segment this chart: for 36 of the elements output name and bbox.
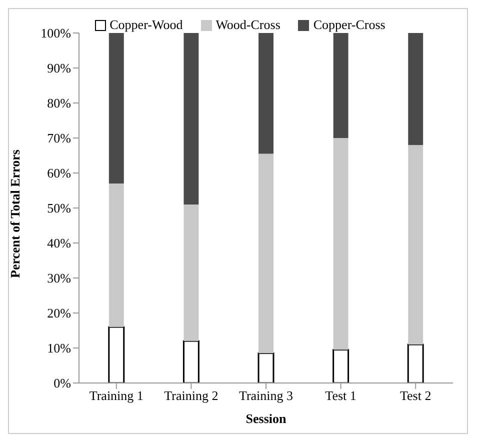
legend-label: Copper-Cross [313, 17, 386, 33]
bar [108, 184, 124, 327]
bar [407, 344, 424, 383]
y-tick-label: 0% [54, 376, 72, 391]
bar [108, 326, 125, 383]
bar [258, 352, 274, 383]
bar [332, 349, 350, 383]
bar [182, 340, 200, 383]
y-tick-label: 20% [47, 306, 72, 321]
y-tick-label: 80% [47, 96, 72, 111]
y-tick-label: 100% [40, 26, 72, 41]
bar [333, 33, 348, 138]
bar [108, 33, 124, 184]
bar [408, 145, 424, 344]
x-tick-label: Training 2 [164, 388, 218, 404]
legend-label: Wood-Cross [216, 17, 280, 33]
bar [258, 154, 274, 354]
x-tick-label: Test 2 [400, 388, 432, 404]
y-tick-label: 40% [47, 236, 72, 251]
y-tick-label: 50% [47, 200, 72, 216]
x-axis-title: Session [246, 411, 287, 426]
x-tick-label: Training 1 [89, 388, 144, 404]
bar [184, 204, 199, 341]
x-tick-label: Training 3 [238, 388, 294, 404]
bar [333, 138, 348, 350]
y-tick-label: 90% [47, 60, 72, 76]
bar [408, 33, 424, 145]
y-tick-label: 10% [47, 340, 72, 356]
y-tick-label: 60% [47, 166, 72, 181]
y-tick-label: 30% [47, 270, 72, 286]
bar [184, 33, 199, 204]
legend-label: Copper-Wood [110, 17, 183, 33]
bar [258, 33, 274, 154]
y-axis-title: Percent of Total Errors [8, 150, 23, 278]
x-tick-label: Test 1 [325, 388, 356, 404]
y-tick-label: 70% [47, 130, 72, 146]
